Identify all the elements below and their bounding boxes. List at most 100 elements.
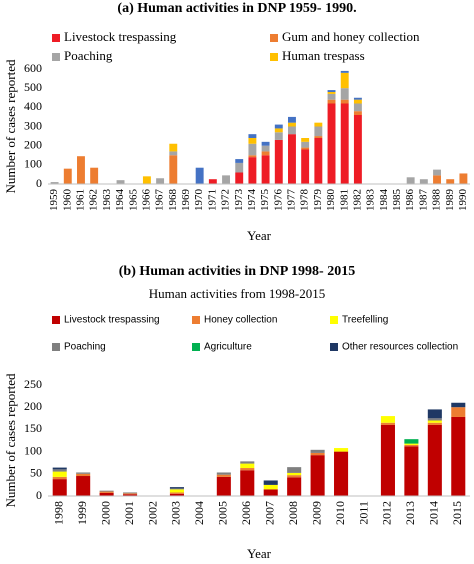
bar-segment <box>340 72 349 89</box>
legend-label: Livestock trespassing <box>64 315 160 326</box>
bar-segment <box>77 156 85 184</box>
bar-segment <box>240 468 255 471</box>
bar-segment <box>52 479 67 496</box>
y-tick-label: 400 <box>24 99 42 113</box>
legend-swatch <box>270 34 278 42</box>
bar-segment <box>380 422 395 425</box>
x-tick-label: 2011 <box>356 501 370 525</box>
bar-segment <box>261 151 270 156</box>
legend-swatch <box>52 53 60 61</box>
y-tick-label: 0 <box>36 488 42 502</box>
bar-segment <box>169 143 178 152</box>
x-tick-label: 1960 <box>61 189 73 212</box>
bar-segment <box>288 134 296 184</box>
x-tick-label: 1984 <box>378 189 390 212</box>
x-tick-label: 1965 <box>127 189 139 212</box>
x-tick-label: 2003 <box>169 501 183 525</box>
x-axis-label: Year <box>247 228 272 243</box>
legend-swatch <box>192 316 200 324</box>
y-axis-label: Number of cases reported <box>3 59 18 193</box>
x-tick-label: 2005 <box>216 501 230 525</box>
bar-segment <box>419 179 428 184</box>
x-tick-label: 1961 <box>75 189 87 211</box>
bar-segment <box>263 480 278 485</box>
y-tick-label: 0 <box>36 176 42 190</box>
x-tick-label: 1972 <box>220 189 232 211</box>
bar-segment <box>310 449 325 453</box>
x-tick-label: 1964 <box>114 189 126 212</box>
bar-segment <box>353 97 362 100</box>
bar-segment <box>63 168 72 184</box>
bar-segment <box>427 418 442 421</box>
bar-segment <box>334 451 349 496</box>
bar-segment <box>240 461 255 464</box>
bar-segment <box>380 424 395 496</box>
bar-segment <box>451 407 466 417</box>
x-axis-label: Year <box>247 546 272 561</box>
bar-segment <box>353 99 362 104</box>
bar-segment <box>76 472 91 474</box>
legend-swatch <box>270 53 278 61</box>
bar-segment <box>288 126 296 135</box>
x-tick-label: 1987 <box>417 189 429 212</box>
x-tick-label: 1967 <box>154 189 166 212</box>
x-tick-label: 1990 <box>457 189 469 212</box>
bar-segment <box>240 470 255 496</box>
bar-segment <box>169 492 184 494</box>
chart-subtitle: Human activities from 1998-2015 <box>149 286 326 301</box>
legend-swatch <box>52 316 60 324</box>
bar-segment <box>169 489 184 493</box>
bar-segment <box>274 124 283 129</box>
bar-segment <box>301 138 310 142</box>
legend-label: Honey collection <box>204 315 277 326</box>
bar-segment <box>287 467 302 473</box>
bar-segment <box>76 473 91 477</box>
legend-swatch <box>52 34 60 42</box>
bar-segment <box>76 476 91 496</box>
x-tick-label: 1981 <box>338 189 350 211</box>
bar-segment <box>404 444 419 447</box>
bar-segment <box>99 490 114 492</box>
bar-segment <box>301 147 310 150</box>
bar-segment <box>427 420 442 423</box>
bar-segment <box>248 134 257 138</box>
x-tick-label: 2002 <box>145 501 159 525</box>
bar-segment <box>314 126 323 137</box>
bar-segment <box>446 179 455 184</box>
y-tick-label: 600 <box>24 61 42 75</box>
x-tick-label: 1971 <box>206 189 218 211</box>
x-tick-label: 1982 <box>351 189 363 211</box>
legend-label: Livestock trespassing <box>64 29 177 44</box>
bar-segment <box>142 176 151 184</box>
bar-segment <box>327 93 336 100</box>
x-tick-label: 1970 <box>193 189 205 212</box>
x-tick-label: 1983 <box>365 189 377 212</box>
x-tick-label: 2006 <box>239 501 253 525</box>
x-tick-label: 2000 <box>98 501 112 525</box>
bar-segment <box>340 70 349 73</box>
bar-segment <box>99 491 114 493</box>
legend-swatch <box>330 316 338 324</box>
y-tick-label: 100 <box>24 157 42 171</box>
x-tick-label: 1963 <box>101 189 113 212</box>
y-tick-label: 100 <box>24 443 42 457</box>
bar-segment <box>261 141 270 146</box>
y-tick-label: 200 <box>24 399 42 413</box>
x-tick-label: 2008 <box>286 501 300 525</box>
bar-segment <box>123 494 138 496</box>
x-tick-label: 1978 <box>299 189 311 212</box>
x-tick-label: 1976 <box>272 189 284 212</box>
bar-segment <box>52 469 67 472</box>
bar-segment <box>235 172 244 184</box>
bar-segment <box>353 111 362 115</box>
x-tick-label: 1969 <box>180 189 192 212</box>
bar-segment <box>169 488 184 490</box>
bar-segment <box>314 138 323 184</box>
bar-segment <box>327 99 336 104</box>
bar-segment <box>248 157 257 184</box>
bar-segment <box>274 128 283 133</box>
bar-segment <box>52 476 67 480</box>
x-tick-label: 2013 <box>403 501 417 525</box>
